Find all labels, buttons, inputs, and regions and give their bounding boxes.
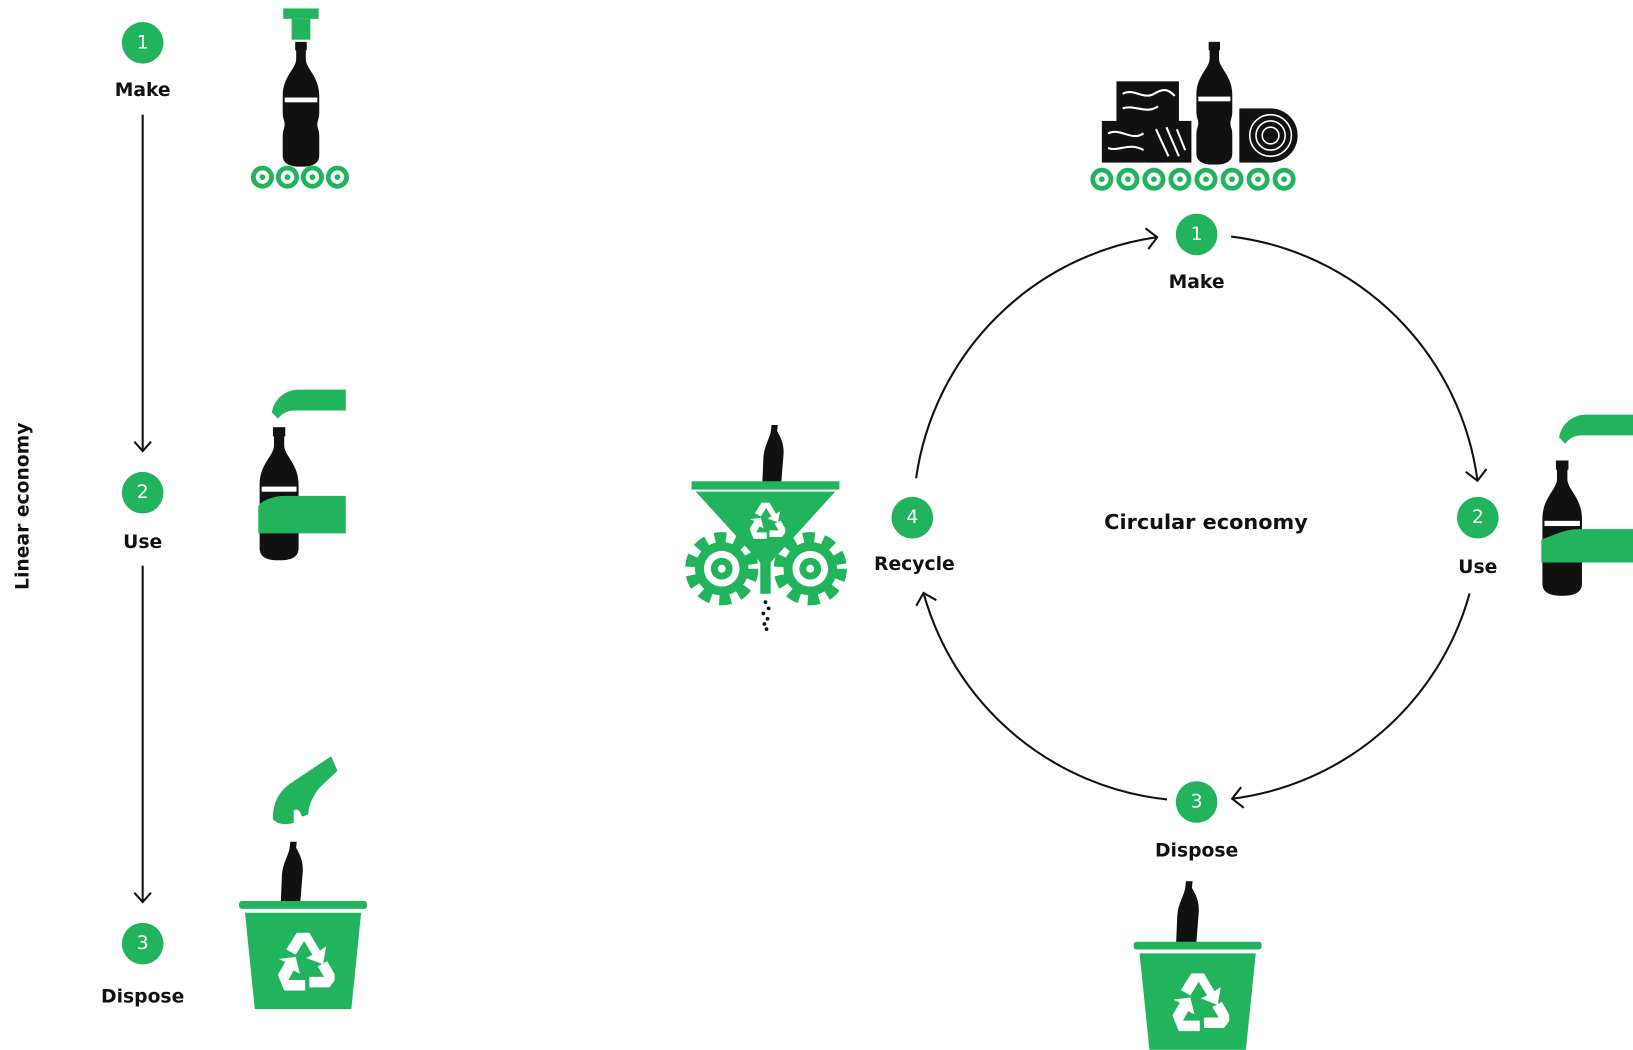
step-label: Make: [115, 80, 171, 101]
step: 1 Make: [1169, 214, 1225, 293]
icon-circle: [763, 622, 767, 626]
connector: [924, 593, 1167, 799]
icon-use: [276, 166, 299, 189]
icon-use: [301, 166, 324, 189]
icon-use: [1221, 168, 1244, 191]
step-number: 3: [137, 933, 149, 954]
circular-title: Circular economy: [1104, 510, 1308, 534]
page: Linear vs circular economy {"linear": {"…: [0, 0, 1633, 1050]
icon-use: [1176, 881, 1199, 948]
use-icon: [258, 390, 345, 561]
icon-use: [781, 539, 840, 598]
step: 3 Dispose: [1155, 781, 1238, 861]
icon-use: [239, 901, 367, 1009]
step: 4 Recycle: [874, 497, 955, 575]
body: Linear economy 1 Make 2 Use 3 Dispose: [0, 0, 1633, 1050]
icon-use: [1247, 168, 1270, 191]
step: 2 Use: [1457, 497, 1499, 578]
icon-circle: [765, 627, 769, 631]
icon-rect: [283, 8, 318, 18]
icon-use: [1142, 168, 1165, 191]
icon-rect: [692, 481, 840, 489]
make-materials-icon: [1090, 42, 1297, 191]
dispose-icon: [1134, 881, 1262, 1050]
icon-path: [272, 390, 346, 419]
icon-circle: [767, 606, 771, 610]
step-label: Use: [123, 532, 162, 553]
icon-rect: [1116, 81, 1178, 123]
icon-use: [1542, 460, 1582, 595]
make-icon: [251, 8, 349, 188]
icon-use: [692, 539, 751, 598]
icon-rect: [1150, 121, 1192, 163]
icon-use: [1090, 168, 1113, 191]
icon-use: [283, 42, 320, 167]
icon-circle: [764, 600, 768, 604]
step-number: 4: [906, 507, 918, 528]
step: 3 Dispose: [101, 923, 184, 1007]
connector: [1231, 237, 1477, 481]
icon-use: [1116, 168, 1139, 191]
step-number: 1: [137, 32, 149, 53]
step-label: Dispose: [1155, 840, 1238, 861]
icon-use: [1196, 42, 1232, 165]
step: 1 Make: [115, 22, 171, 101]
recycle-icon: [692, 425, 840, 631]
icon-use: [1168, 168, 1191, 191]
step: 2 Use: [122, 472, 164, 553]
icon-use: [260, 427, 299, 560]
icon-rect: [1239, 108, 1270, 162]
step-number: 2: [1472, 507, 1484, 528]
icon-path: [258, 496, 345, 533]
icon-use: [251, 166, 274, 189]
icon-circle: [766, 617, 770, 621]
icon-use: [326, 166, 349, 189]
icon-path: [273, 756, 338, 824]
step-number: 3: [1191, 792, 1203, 813]
step-number: 1: [1191, 224, 1203, 245]
linear-title: Linear economy: [12, 423, 33, 590]
connector: [916, 237, 1157, 478]
diagram: Linear economy 1 Make 2 Use 3 Dispose: [0, 0, 1633, 1050]
connector: [1232, 593, 1469, 798]
step-label: Recycle: [874, 554, 955, 575]
dispose-icon: [239, 756, 367, 1009]
icon-use: [1194, 168, 1217, 191]
use-icon: [1541, 415, 1633, 596]
icon-rect: [292, 19, 311, 40]
icon-use: [1134, 942, 1262, 1050]
icon-path: [1559, 415, 1633, 444]
icon-circle: [762, 612, 766, 616]
step-number: 2: [137, 482, 149, 503]
icon-g: [762, 600, 771, 631]
step-label: Make: [1169, 272, 1225, 293]
step-label: Use: [1458, 557, 1497, 578]
icon-use: [762, 425, 783, 487]
icon-use: [281, 842, 303, 907]
step-label: Dispose: [101, 986, 184, 1007]
icon-use: [1273, 168, 1296, 191]
